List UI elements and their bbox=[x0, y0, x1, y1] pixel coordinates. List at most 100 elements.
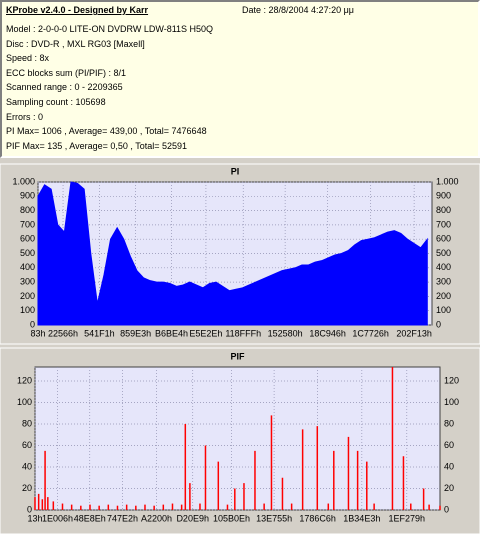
info-line: ECC blocks sum (PI/PIF) : 8/1 bbox=[6, 67, 127, 78]
pif-bar bbox=[144, 504, 146, 510]
pif-bar bbox=[402, 456, 405, 510]
pif-bar bbox=[70, 504, 73, 510]
pif-bar bbox=[290, 503, 293, 510]
y-tick-label: 300 bbox=[20, 276, 35, 286]
pif-bar bbox=[199, 503, 201, 510]
pif-bar bbox=[204, 445, 207, 510]
x-tick-label: 541F1h bbox=[84, 328, 115, 338]
x-tick-label: E5E2Eh bbox=[189, 328, 222, 338]
pif-bar bbox=[180, 504, 183, 510]
x-tick-label: 1B34E3h bbox=[343, 513, 380, 523]
pif-bar bbox=[107, 504, 110, 510]
x-tick-label: D20E9h bbox=[176, 513, 209, 523]
x-tick-label: 1EF279h bbox=[389, 513, 426, 523]
x-tick-label: B6BE4h bbox=[155, 328, 188, 338]
y2-tick-label: 300 bbox=[436, 276, 451, 286]
pif-bar bbox=[135, 505, 137, 510]
x-tick-label: 13E755h bbox=[256, 513, 292, 523]
info-line: Model : 2-0-0-0 LITE-ON DVDRW LDW-811S H… bbox=[6, 24, 214, 34]
y2-tick-label: 500 bbox=[436, 248, 451, 258]
x-tick-label: 18C946h bbox=[309, 328, 346, 338]
y-tick-label: 100 bbox=[20, 305, 35, 315]
pif-bar bbox=[41, 499, 44, 510]
pif-bar bbox=[189, 483, 191, 510]
y-tick-label: 100 bbox=[17, 397, 32, 407]
info-line: PIF Max= 135 , Average= 0,50 , Total= 52… bbox=[6, 140, 188, 151]
y2-tick-label: 80 bbox=[444, 418, 454, 428]
pif-bar bbox=[171, 503, 174, 510]
info-line: Errors : 0 bbox=[6, 111, 44, 122]
pif-bar bbox=[125, 504, 128, 510]
x-tick-label: 13h bbox=[27, 513, 42, 523]
pif-bar bbox=[52, 501, 55, 510]
y2-tick-label: 20 bbox=[444, 483, 454, 493]
y2-tick-label: 900 bbox=[436, 191, 451, 201]
pif-bar bbox=[263, 503, 265, 510]
y-tick-label: 400 bbox=[20, 262, 35, 272]
x-tick-label: 48E8Eh bbox=[74, 513, 106, 523]
pif-bar bbox=[153, 505, 155, 510]
plot-area bbox=[34, 366, 441, 511]
pif-bar bbox=[366, 461, 368, 510]
y2-tick-label: 1.000 bbox=[436, 176, 459, 186]
y-tick-label: 60 bbox=[22, 440, 32, 450]
y-tick-label: 120 bbox=[17, 375, 32, 385]
y2-tick-label: 700 bbox=[436, 219, 451, 229]
y-tick-label: 900 bbox=[20, 191, 35, 201]
x-tick-label: 747E2h bbox=[107, 513, 138, 523]
info-line: Speed : 8x bbox=[6, 53, 50, 64]
pif-bar bbox=[234, 488, 236, 510]
pif-bar bbox=[184, 423, 187, 510]
y-tick-label: 20 bbox=[22, 483, 32, 493]
pif-bar bbox=[47, 497, 49, 510]
y2-tick-label: 400 bbox=[436, 262, 451, 272]
y-tick-label: 0 bbox=[30, 319, 35, 329]
y2-tick-label: 60 bbox=[444, 440, 454, 450]
pif-bar bbox=[316, 426, 319, 510]
y2-tick-label: 600 bbox=[436, 234, 451, 244]
pif-bar bbox=[373, 503, 375, 510]
pif-bar bbox=[428, 504, 430, 510]
pif-bar bbox=[439, 505, 441, 510]
pif-bar bbox=[422, 488, 425, 510]
x-tick-label: 1E006h bbox=[42, 513, 73, 523]
x-tick-label: 105B0Eh bbox=[213, 513, 250, 523]
y2-tick-label: 0 bbox=[444, 504, 449, 514]
pif-bar bbox=[347, 436, 350, 510]
chart-title: PIF bbox=[230, 351, 245, 361]
info-line: Sampling count : 105698 bbox=[6, 97, 106, 107]
pif-bar bbox=[243, 483, 245, 510]
x-tick-label: 1C7726h bbox=[352, 328, 389, 338]
pif-bar bbox=[281, 477, 284, 510]
pif-bar bbox=[37, 493, 40, 510]
y-tick-label: 200 bbox=[20, 291, 35, 301]
info-panel: KProbe v2.4.0 - Designed by Karr Date : … bbox=[0, 0, 480, 158]
y-tick-label: 500 bbox=[20, 248, 35, 258]
pif-bar bbox=[301, 429, 304, 510]
y2-tick-label: 120 bbox=[444, 375, 459, 385]
x-tick-label: 83h bbox=[30, 328, 45, 338]
pif-bar bbox=[162, 504, 165, 510]
pi-area bbox=[37, 181, 428, 326]
y-tick-label: 40 bbox=[22, 461, 32, 471]
y-tick-label: 800 bbox=[20, 205, 35, 215]
app-title: KProbe v2.4.0 - Designed by Karr bbox=[6, 5, 149, 15]
x-tick-label: 152580h bbox=[268, 328, 303, 338]
pif-bar bbox=[356, 450, 359, 510]
pif-bar bbox=[327, 503, 330, 510]
pif-bar bbox=[217, 461, 220, 510]
x-tick-label: A2200h bbox=[141, 513, 172, 523]
pif-bar bbox=[254, 450, 256, 510]
chart-title: PI bbox=[231, 166, 240, 176]
scan-date: Date : 28/8/2004 4:27:20 μμ bbox=[242, 5, 354, 15]
pif-bar bbox=[98, 505, 100, 510]
y2-tick-label: 100 bbox=[436, 305, 451, 315]
pif-bar bbox=[226, 504, 229, 510]
info-line: Scanned range : 0 - 2209365 bbox=[6, 82, 123, 93]
y2-tick-label: 800 bbox=[436, 205, 451, 215]
y-tick-label: 1.000 bbox=[12, 176, 35, 186]
pif-bar bbox=[89, 504, 91, 510]
pif-bar bbox=[391, 367, 394, 510]
